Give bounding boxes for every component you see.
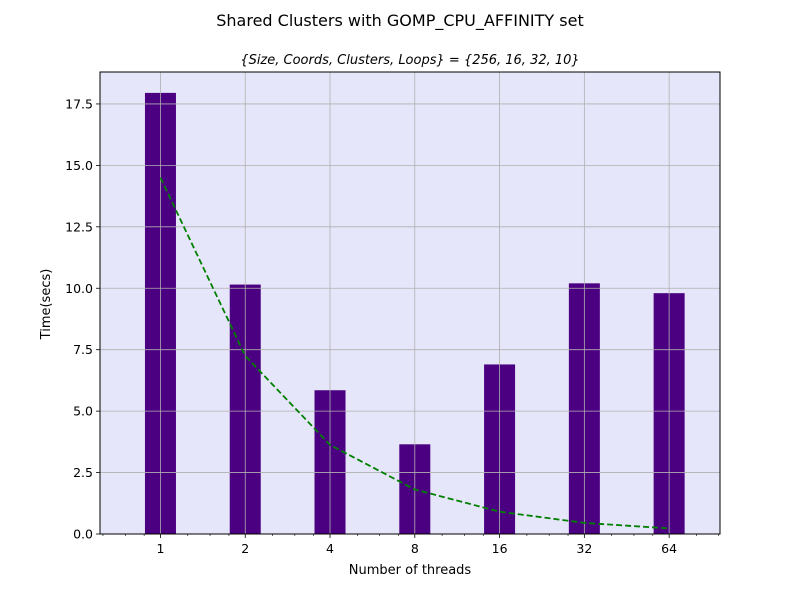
x-tick-label: 64 bbox=[661, 541, 677, 556]
y-tick-label: 10.0 bbox=[65, 281, 93, 296]
ideal-speedup-path bbox=[159, 177, 670, 530]
x-tick-label: 1 bbox=[156, 541, 164, 556]
chart-subtitle: {Size, Coords, Clusters, Loops} = {256, … bbox=[240, 53, 579, 68]
x-tick-label: 2 bbox=[241, 541, 249, 556]
ideal-speedup-line bbox=[159, 177, 670, 530]
y-tick-label: 15.0 bbox=[65, 158, 93, 173]
x-axis-label: Number of threads bbox=[349, 563, 472, 578]
y-axis-label: Time(secs) bbox=[39, 269, 54, 341]
x-tick-label: 32 bbox=[576, 541, 592, 556]
grid bbox=[100, 72, 720, 535]
y-tick-label: 12.5 bbox=[65, 219, 93, 234]
y-tick-label: 0.0 bbox=[73, 527, 93, 542]
y-tick-label: 5.0 bbox=[73, 404, 93, 419]
axis-ticks: 1 2 4 8 16 32 64 0.0 2.5 5.0 7.5 10.0 12.5 15.0 17.5 bbox=[65, 96, 720, 556]
x-tick-label: 16 bbox=[492, 541, 508, 556]
plot-frame bbox=[99, 71, 721, 535]
y-tick-label: 2.5 bbox=[73, 465, 93, 480]
chart-title: Shared Clusters with GOMP_CPU_AFFINITY s… bbox=[216, 11, 583, 31]
y-tick-label: 17.5 bbox=[65, 96, 93, 111]
x-tick-label: 8 bbox=[411, 541, 419, 556]
y-tick-label: 7.5 bbox=[73, 342, 93, 357]
x-tick-label: 4 bbox=[326, 541, 334, 556]
